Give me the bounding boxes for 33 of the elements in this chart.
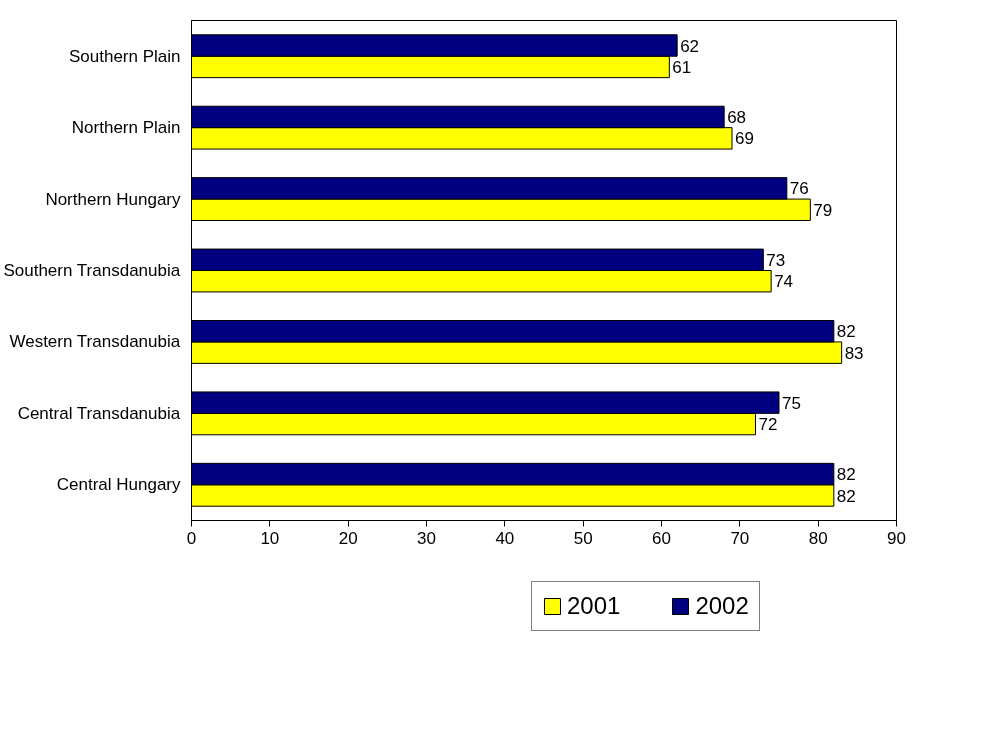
- y-tick-label: Southern Plain: [68, 46, 181, 66]
- x-tick-label: 0: [186, 528, 197, 548]
- data-label: 74: [774, 272, 794, 292]
- x-tick-label: 50: [573, 528, 593, 548]
- x-tick-label: 60: [652, 528, 671, 548]
- data-label: 82: [836, 465, 856, 485]
- data-label: 73: [766, 250, 786, 270]
- data-label: 61: [672, 57, 692, 77]
- legend-label: 2002: [695, 592, 749, 620]
- x-tick-label: 80: [808, 528, 828, 548]
- y-tick-label: Northern Plain: [71, 118, 181, 138]
- x-tick-label: 90: [887, 528, 906, 548]
- x-tick-label: 70: [730, 528, 750, 548]
- y-tick-label: Western Transdanubia: [9, 332, 181, 352]
- y-tick-label: Southern Transdanubia: [3, 261, 181, 280]
- y-tick-label: Northern Hungary: [45, 189, 181, 209]
- data-label: 79: [813, 200, 833, 220]
- x-tick-label: 20: [338, 528, 358, 548]
- x-tick-label: 10: [260, 528, 280, 548]
- data-label: 83: [844, 343, 864, 363]
- data-label: 72: [758, 415, 778, 435]
- data-label: 76: [789, 179, 809, 199]
- x-tick-label: 40: [495, 528, 515, 548]
- data-label: 82: [836, 486, 856, 506]
- data-label: 82: [836, 322, 856, 342]
- legend-label: 2001: [567, 592, 621, 620]
- data-label: 69: [735, 129, 754, 149]
- x-tick-label: 30: [417, 528, 436, 548]
- data-label: 62: [680, 36, 700, 56]
- y-tick-label: Central Hungary: [56, 475, 181, 495]
- y-tick-label: Central Transdanubia: [17, 403, 181, 423]
- data-label: 68: [727, 107, 747, 127]
- data-label: 75: [782, 393, 801, 413]
